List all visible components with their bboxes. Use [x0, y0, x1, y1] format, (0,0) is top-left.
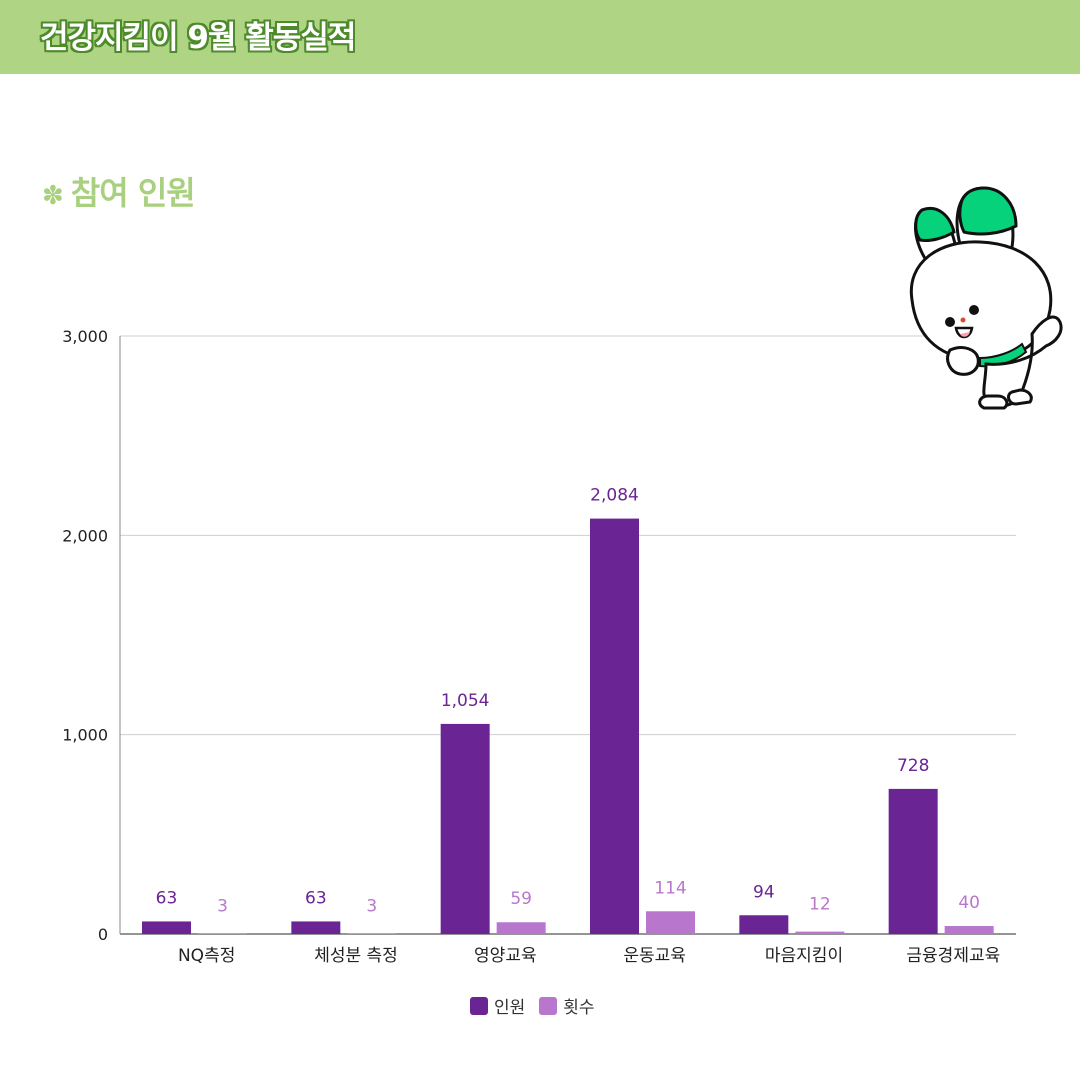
legend-swatch-series-2	[539, 996, 558, 1015]
y-tick-label-3: 3,000	[62, 327, 108, 346]
data-label-series-2-0: 3	[217, 896, 228, 916]
data-label-series-2-3: 114	[654, 878, 686, 898]
legend-label-series-2: 횟수	[563, 998, 595, 1018]
data-label-series-1-4: 94	[753, 882, 775, 902]
data-label-series-1-5: 728	[897, 756, 929, 776]
section-title: ✽ 참여 인원	[42, 168, 196, 214]
y-tick-label-1: 1,000	[62, 726, 108, 745]
bar-series-1-2	[440, 723, 490, 934]
header-bar: 건강지킴이 9월 활동실적	[0, 0, 1080, 74]
x-tick-label-4: 마음지킴이	[765, 946, 843, 966]
data-label-series-2-4: 12	[809, 895, 831, 915]
legend-item-series-2: 횟수	[539, 993, 595, 1018]
bar-series-1-1	[291, 921, 341, 934]
section-title-text: 참여 인원	[70, 174, 196, 212]
bar-series-1-3	[590, 518, 639, 934]
bar-series-1-5	[888, 788, 938, 934]
data-label-series-2-5: 40	[958, 893, 980, 913]
legend-swatch-series-1	[470, 996, 488, 1015]
data-label-series-2-2: 59	[510, 889, 532, 909]
data-label-series-2-1: 3	[366, 896, 377, 916]
data-label-series-1-2: 1,054	[441, 691, 490, 711]
bar-series-2-1	[347, 933, 397, 934]
legend-label-series-1: 인원	[494, 998, 526, 1018]
bar-series-2-5	[944, 926, 994, 934]
bar-series-2-3	[646, 911, 695, 934]
bar-series-1-4	[739, 915, 789, 934]
y-tick-label-2: 2,000	[62, 526, 108, 545]
bar-series-2-2	[496, 922, 546, 934]
page-title: 건강지킴이 9월 활동실적	[40, 20, 356, 56]
legend-item-series-1: 인원	[470, 993, 525, 1018]
data-label-series-1-3: 2,084	[590, 486, 639, 506]
asterisk-bullet-icon: ✽	[42, 181, 64, 211]
bar-series-2-4	[795, 931, 845, 934]
chart-legend: 인원 횟수	[470, 993, 595, 1018]
rabbit-mascot-icon	[909, 186, 1063, 410]
x-tick-label-3: 운동교육	[623, 946, 686, 966]
x-tick-label-0: NQ측정	[178, 946, 235, 966]
bar-series-1-0	[142, 921, 191, 934]
data-label-series-1-1: 63	[305, 888, 327, 908]
x-tick-label-2: 영양교육	[474, 946, 537, 966]
bar-series-2-0	[198, 933, 247, 934]
x-tick-label-1: 체성분 측정	[314, 946, 398, 966]
x-tick-label-5: 금융경제교육	[906, 946, 1000, 966]
data-label-series-1-0: 63	[156, 888, 178, 908]
y-tick-label-0: 0	[98, 925, 108, 944]
